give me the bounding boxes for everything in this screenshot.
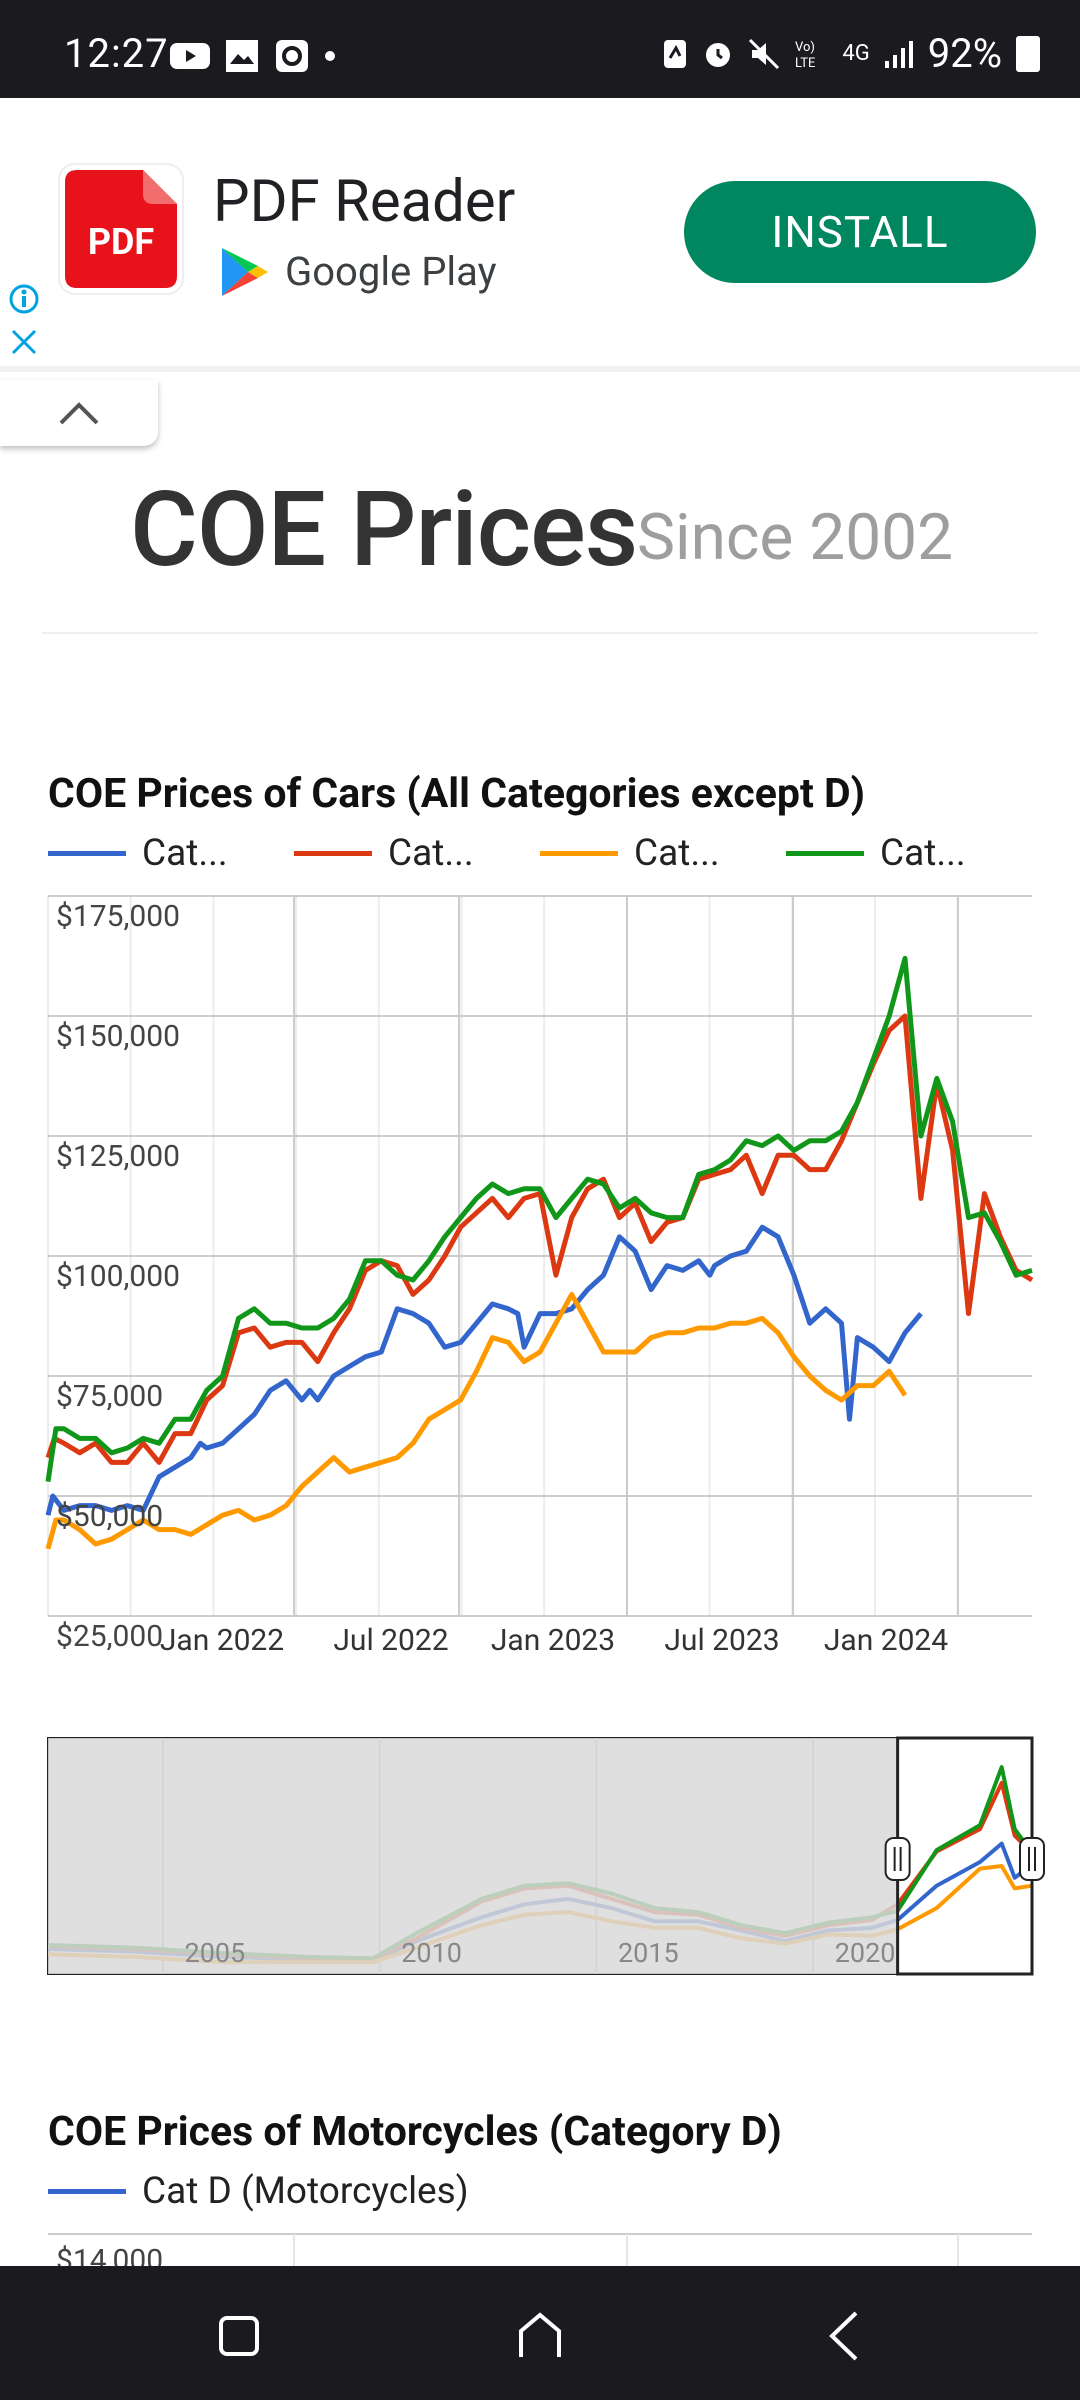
install-button[interactable]: INSTALL: [684, 181, 1036, 283]
legend-item[interactable]: Cat...: [294, 832, 540, 875]
x-tick-label: Jul 2022: [333, 1623, 448, 1658]
unselected-range-shade: [48, 1738, 898, 1974]
ad-app-name[interactable]: PDF Reader: [213, 168, 516, 236]
status-right: Vo) LTE 4G 92%: [662, 30, 1040, 77]
notification-icons: [170, 36, 336, 76]
page-title: COE Prices: [130, 470, 638, 591]
legend-label: Cat...: [142, 832, 228, 875]
legend-item[interactable]: Cat...: [540, 832, 786, 875]
app-notification-icon: [276, 40, 308, 72]
recent-apps-button[interactable]: [199, 2296, 279, 2376]
home-icon: [519, 2312, 561, 2357]
volte-icon: Vo)LTE: [795, 40, 815, 71]
ad-store-name: Google Play: [285, 248, 497, 295]
range-tick-label: 2005: [185, 1937, 246, 1969]
pdf-app-icon[interactable]: PDF: [55, 160, 187, 298]
pdf-icon-label: PDF: [88, 221, 154, 263]
navigation-bar: [0, 2266, 1080, 2400]
x-tick-label: Jan 2022: [160, 1623, 284, 1658]
series-line-1[interactable]: [45, 1224, 923, 1516]
range-handle-left[interactable]: [884, 1837, 911, 1881]
range-tick-label: 2015: [618, 1937, 679, 1969]
ad-close-icon[interactable]: [8, 326, 40, 358]
recent-apps-icon: [219, 2316, 259, 2356]
x-tick-label: Jan 2023: [491, 1623, 615, 1658]
heading-divider: [42, 632, 1038, 634]
page-subtitle: Since 2002: [637, 500, 954, 575]
date-range-selector[interactable]: 2005 2010 2015 2020: [0, 1730, 1080, 1980]
y-tick-label: $175,000: [56, 899, 180, 934]
legend-swatch: [786, 851, 864, 856]
range-tick-label: 2010: [401, 1937, 462, 1969]
motorcycles-chart-title: COE Prices of Motorcycles (Category D): [48, 2108, 782, 2156]
legend-label: Cat...: [880, 832, 966, 875]
status-bar: 12:27 Vo) LTE 4G 92%: [0, 0, 1080, 98]
ad-banner[interactable]: PDF PDF Reader Google Play INSTALL: [0, 98, 1080, 368]
range-tick-label: 2020: [835, 1937, 896, 1969]
legend-swatch: [48, 2189, 126, 2194]
legend-label: Cat...: [634, 832, 720, 875]
status-time: 12:27: [64, 30, 169, 77]
y-tick-label: $150,000: [56, 1019, 180, 1054]
ad-info-icon[interactable]: [8, 283, 40, 315]
svg-text:LTE: LTE: [795, 56, 815, 71]
battery-icon: [1016, 35, 1040, 72]
range-handle-right[interactable]: [1019, 1837, 1045, 1881]
legend-item[interactable]: Cat D (Motorcycles): [48, 2170, 469, 2213]
motorcycles-line-chart[interactable]: $14,000: [0, 2230, 1080, 2266]
legend-label: Cat D (Motorcycles): [142, 2170, 469, 2213]
legend-item[interactable]: Cat...: [786, 832, 1032, 875]
x-tick-label: Jan 2024: [824, 1623, 948, 1658]
motorcycles-chart-legend: Cat D (Motorcycles): [48, 2170, 469, 2213]
y-tick-label: $125,000: [56, 1139, 180, 1174]
mute-icon: [749, 38, 780, 69]
collapse-ad-button[interactable]: [0, 380, 158, 446]
x-tick-label: Jul 2023: [664, 1623, 779, 1658]
y-tick-label: $75,000: [56, 1379, 163, 1414]
legend-item[interactable]: Cat...: [48, 832, 294, 875]
cars-line-chart[interactable]: $175,000 $150,000 $125,000 $100,000 $75,000 $…: [0, 880, 1080, 1730]
legend-label: Cat...: [388, 832, 474, 875]
y-tick-label: $14,000: [56, 2243, 163, 2266]
ad-divider: [0, 366, 1080, 372]
chevron-up-icon: [59, 402, 99, 425]
dot-icon: [325, 51, 335, 61]
series-line-2[interactable]: [45, 1013, 1034, 1465]
battery-percent: 92%: [927, 30, 1002, 77]
youtube-icon: [170, 43, 210, 69]
alarm-icon: [706, 42, 731, 67]
legend-swatch: [48, 851, 126, 856]
signal-icon: [884, 40, 913, 68]
home-button[interactable]: [500, 2296, 580, 2376]
google-play-icon: [222, 248, 268, 296]
series-line-3[interactable]: [45, 1291, 908, 1550]
series-line-4[interactable]: [45, 955, 1033, 1482]
gallery-icon: [226, 40, 258, 72]
back-button[interactable]: [804, 2296, 884, 2376]
legend-swatch: [540, 851, 618, 856]
cars-chart-title: COE Prices of Cars (All Categories excep…: [48, 770, 866, 818]
svg-text:Vo): Vo): [795, 40, 815, 55]
legend-swatch: [294, 851, 372, 856]
network-type: 4G: [842, 40, 870, 66]
back-icon: [829, 2311, 858, 2361]
y-tick-label: $25,000: [56, 1619, 163, 1654]
y-tick-label: $50,000: [56, 1499, 163, 1534]
nfc-icon: [664, 39, 687, 68]
cars-chart-legend: Cat... Cat... Cat... Cat...: [48, 832, 1032, 875]
y-tick-label: $100,000: [56, 1259, 180, 1294]
